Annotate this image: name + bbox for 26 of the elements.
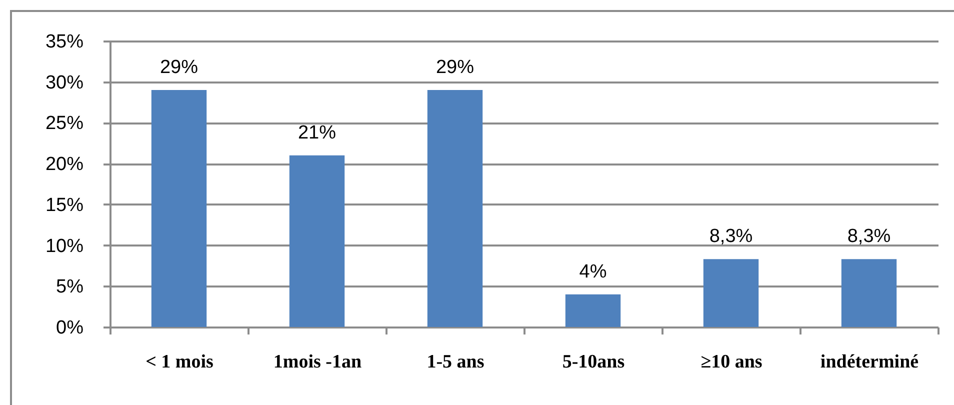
data-label: 4% bbox=[579, 261, 607, 282]
y-tick-label: 15% bbox=[45, 194, 84, 216]
x-tick-label: < 1 mois bbox=[146, 352, 214, 372]
bar bbox=[427, 90, 483, 327]
bar bbox=[289, 155, 345, 327]
data-label: 21% bbox=[298, 122, 336, 144]
data-label: 8,3% bbox=[709, 226, 753, 248]
y-tick-label: 5% bbox=[56, 276, 84, 298]
y-tick-label: 30% bbox=[45, 72, 84, 94]
x-tick-label: 1mois -1an bbox=[273, 352, 362, 372]
bar bbox=[565, 294, 621, 327]
data-label: 29% bbox=[160, 57, 198, 78]
bar bbox=[703, 259, 759, 327]
y-tick-label: 20% bbox=[45, 154, 84, 176]
y-tick-label: 0% bbox=[56, 318, 84, 338]
bar bbox=[151, 90, 207, 327]
y-tick-label: 10% bbox=[45, 236, 84, 257]
x-tick-label: ≥10 ans bbox=[700, 352, 762, 372]
bar bbox=[841, 259, 897, 327]
y-tick-label: 25% bbox=[45, 113, 84, 134]
data-label: 8,3% bbox=[847, 226, 891, 248]
y-tick-label: 35% bbox=[45, 32, 84, 52]
data-label: 29% bbox=[436, 57, 474, 78]
x-tick-label: 5-10ans bbox=[562, 352, 625, 372]
x-tick-label: indéterminé bbox=[820, 352, 919, 372]
x-tick-label: 1-5 ans bbox=[426, 352, 484, 372]
